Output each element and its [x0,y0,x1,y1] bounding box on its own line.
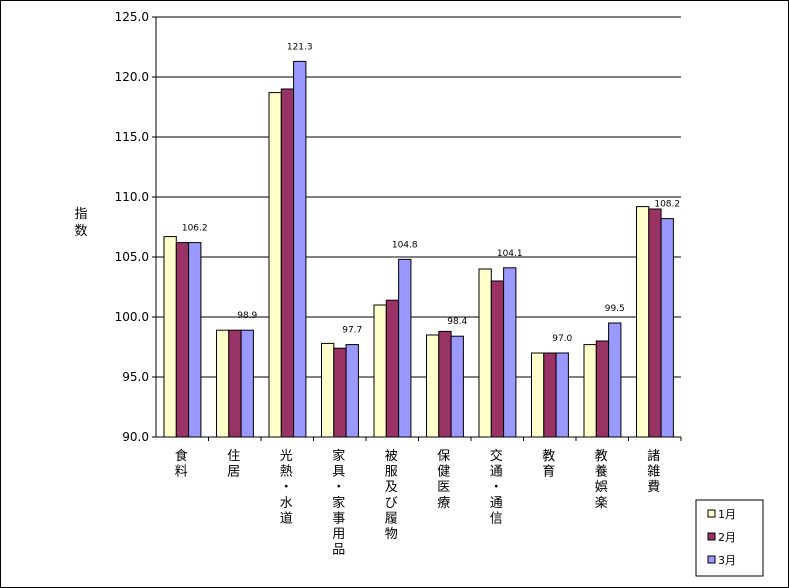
category-label: ・ [332,480,345,495]
category-label: 履 [385,511,398,526]
bar [268,92,282,438]
data-label: 98.4 [447,317,467,327]
bar [398,258,412,438]
category-label: 諸 [647,448,660,464]
bar [240,329,254,438]
bar [583,344,597,438]
category-label: 娯 [595,480,608,495]
data-label: 97.7 [342,326,362,336]
y-tick-label: 125.0 [115,10,149,24]
category-label: 用 [332,527,345,542]
bar [490,280,505,438]
category-label: 医 [437,480,450,495]
category-label: 家 [332,448,345,464]
bar [503,267,517,438]
category-label: 通 [490,465,503,480]
legend-box [695,499,764,577]
bar [531,352,545,438]
category-label: 信 [490,511,503,526]
data-label: 121.3 [287,42,313,52]
bar [373,304,387,438]
bar [543,352,557,438]
bar [345,344,359,438]
bar [636,206,650,438]
category-label: び [385,496,398,511]
category-label: 育 [542,464,555,480]
y-tick-label: 95.0 [122,370,149,384]
bar [648,208,662,438]
y-axis-label: 指 [74,207,87,222]
y-tick-label: 90.0 [122,430,149,444]
category-label: 教 [542,448,555,464]
category-label: 住 [227,449,240,464]
bar [438,330,452,438]
category-label: 物 [385,527,398,542]
bar [280,88,295,438]
category-label: 具 [332,465,345,480]
legend-swatch [707,555,716,564]
category-label: 被 [385,449,398,464]
category-label: 光 [280,449,293,464]
data-label: 99.5 [605,304,625,314]
category-label: 楽 [595,495,608,511]
data-label: 98.9 [237,311,257,321]
y-tick-label: 100.0 [115,310,149,324]
category-label: ・ [280,480,293,495]
category-label: 養 [595,464,608,480]
category-label: 雑 [647,464,660,480]
category-label: 水 [280,496,293,511]
category-label: 熱 [280,465,293,480]
bar [188,242,202,438]
y-tick-label: 110.0 [115,190,149,204]
legend-label: 3月 [718,554,736,567]
bar [478,268,492,438]
category-label: 居 [227,465,240,480]
category-label: 保 [437,449,450,464]
category-label: 事 [332,511,345,526]
category-label: 服 [385,465,398,480]
category-label: 料 [175,465,188,480]
category-label: 健 [437,465,450,480]
category-label: 道 [280,511,293,526]
category-label: 教 [595,448,608,464]
bar [660,218,674,438]
y-axis-label: 数 [74,224,87,239]
bar [175,242,190,438]
bar [333,347,347,438]
bar [385,299,400,438]
category-label: 交 [490,448,503,464]
y-tick-label: 105.0 [115,250,149,264]
legend-label: 2月 [718,531,736,544]
bar [450,335,464,438]
bar [163,236,177,438]
category-label: 費 [647,480,660,495]
data-label: 108.2 [654,200,680,210]
bar [608,322,622,438]
category-label: ・ [490,480,503,495]
y-tick-label: 120.0 [115,70,149,84]
category-label: 食 [175,448,188,464]
data-label: 106.2 [182,224,208,234]
data-label: 104.1 [497,249,523,259]
bar [595,340,610,438]
legend-swatch [707,532,716,541]
category-label: 品 [332,543,345,558]
bar [228,329,242,438]
data-label: 97.0 [552,334,572,344]
bar [426,334,440,438]
category-label: 家 [332,495,345,511]
bar [216,329,230,438]
category-label: 通 [490,496,503,511]
category-label: 療 [437,496,450,511]
legend-swatch [707,509,716,518]
y-tick-label: 115.0 [115,130,149,144]
bar [293,60,307,438]
legend-label: 1月 [718,508,736,521]
data-label: 104.8 [392,240,418,250]
bar [555,352,569,438]
bar [321,342,335,438]
category-label: 及 [385,480,398,495]
